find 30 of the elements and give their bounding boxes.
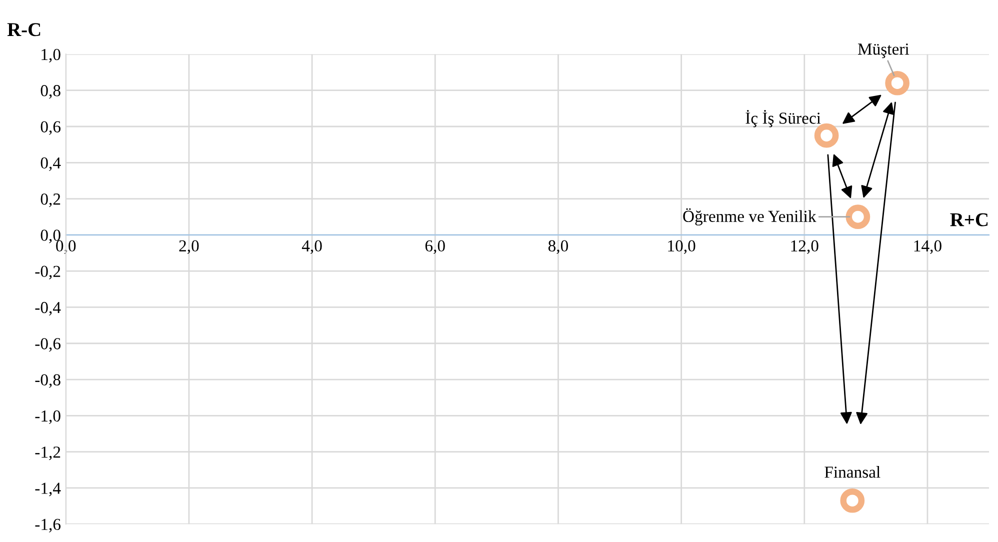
y-axis-title: R-C xyxy=(7,23,40,36)
y-tick-label: 0,2 xyxy=(40,193,60,208)
y-tick-label: -1,4 xyxy=(35,482,61,496)
x-tick-label: 14,0 xyxy=(914,240,942,254)
y-tick-label: -0,8 xyxy=(35,374,60,388)
point xyxy=(885,70,910,96)
x-tick-label: 6,0 xyxy=(425,240,445,254)
point xyxy=(814,123,839,148)
y-tick-label: -0,2 xyxy=(35,266,60,280)
point xyxy=(846,204,870,230)
annotation: Öğrenme ve Yenilik xyxy=(683,208,816,226)
y-tick-label: 1,0 xyxy=(42,48,60,63)
x-tick-label: 12,0 xyxy=(791,240,818,254)
x-tick-label: 8,0 xyxy=(548,240,568,254)
y-tick-label: 0,6 xyxy=(40,121,61,135)
annotation: Finansal xyxy=(824,466,880,478)
y-tick-label: -1,6 xyxy=(35,518,61,532)
y-tick-label: -1,2 xyxy=(35,446,60,460)
x-tick-label: 4,0 xyxy=(302,240,322,254)
x-tick-label: 2,0 xyxy=(179,240,199,254)
y-tick-label: -0,4 xyxy=(35,302,61,316)
annotation: Müşteri xyxy=(858,44,910,58)
y-tick-label: -0,6 xyxy=(35,338,61,352)
x-tick-label: 10,0 xyxy=(668,240,696,254)
y-tick-label: 0,4 xyxy=(40,157,61,171)
point xyxy=(840,488,865,513)
x-axis-title: R+C xyxy=(950,213,988,226)
annotation: İç İş Süreci xyxy=(746,110,821,128)
y-tick-label: 0,8 xyxy=(40,85,60,99)
y-tick-label: -1,0 xyxy=(35,410,60,424)
